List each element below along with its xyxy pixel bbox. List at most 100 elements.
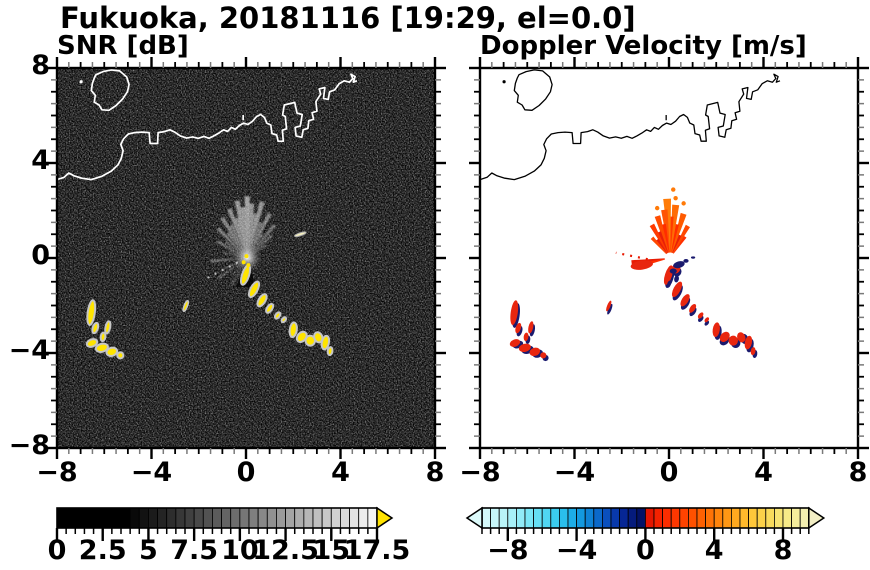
colorbar-cell <box>111 507 122 529</box>
echo-blob <box>630 260 653 270</box>
colorbar-cell <box>166 507 177 529</box>
colorbar-cell <box>662 507 672 529</box>
colorbar-cell <box>276 507 286 529</box>
colorbar-cell <box>184 507 195 529</box>
velocity-x-tick-label: −4 <box>553 457 596 488</box>
colorbar-cell <box>321 507 332 529</box>
y-tick-label: −4 <box>8 335 50 366</box>
echo-blob <box>182 299 190 313</box>
colorbar-cell <box>56 507 67 529</box>
snr-colorbar-label: 15 <box>312 535 351 566</box>
colorbar-cell <box>756 507 767 529</box>
echo-blob <box>288 321 298 339</box>
velocity-x-tick-label: 0 <box>659 457 679 488</box>
echo-blob <box>518 343 531 352</box>
echo-blob <box>86 299 97 326</box>
colorbar-cell <box>358 507 369 529</box>
center-echo-dot <box>244 254 249 259</box>
echo-blob <box>91 321 100 335</box>
colorbar-cell <box>533 507 543 529</box>
coastline-island <box>513 69 553 111</box>
colorbar-cell <box>285 507 296 529</box>
coastline-main <box>56 73 358 181</box>
echo-blob <box>673 261 685 269</box>
colorbar-cell <box>65 507 76 529</box>
velocity-fan <box>631 198 690 267</box>
colorbar-cell <box>670 507 681 529</box>
velocity-wedge <box>649 223 671 258</box>
velocity-panel <box>469 57 869 459</box>
echo-blob <box>690 256 696 259</box>
echo-blob <box>116 351 125 360</box>
y-tick-label: −8 <box>8 430 50 461</box>
colorbar-cell <box>138 507 149 529</box>
echo-blob <box>680 294 690 307</box>
echo-blob <box>326 346 334 357</box>
colorbar-cell <box>593 507 603 529</box>
colorbar-cell <box>84 507 94 529</box>
colorbar-arrow-left <box>465 506 483 530</box>
echo-blob <box>85 338 99 348</box>
velocity-colorbar-label: 4 <box>704 535 724 566</box>
snr-ray <box>244 196 250 258</box>
velocity-colorbar-label: 0 <box>635 535 655 566</box>
center-echo-dot <box>241 260 246 265</box>
velocity-wedge <box>650 236 671 258</box>
snr-colorbar-label: 0 <box>47 535 67 566</box>
colorbar-cell <box>303 507 314 529</box>
echo-blob <box>737 332 746 343</box>
axis-ticks <box>469 57 869 459</box>
echo-blob <box>515 322 522 334</box>
colorbar-cell <box>782 507 793 529</box>
colorbar-cell <box>602 507 612 529</box>
echo-blob <box>667 280 671 288</box>
colorbar-cell <box>567 507 578 529</box>
colorbar-cell <box>584 507 595 529</box>
colorbar-cell <box>148 507 158 529</box>
colorbar-cell <box>340 507 350 529</box>
echo-blob <box>719 331 730 342</box>
velocity-wedge <box>656 238 671 258</box>
echo-blob <box>606 300 612 312</box>
red-dotted-ray <box>615 251 648 261</box>
y-tick-label: 4 <box>31 145 50 176</box>
colorbar-cell <box>202 507 213 529</box>
colorbar-cell <box>524 507 535 529</box>
y-tick-label: 0 <box>31 240 50 271</box>
echo-blob <box>510 300 519 325</box>
echo-blob <box>313 331 324 344</box>
colorbar-cell <box>765 507 775 529</box>
velocity-colorbar-label: 8 <box>773 535 793 566</box>
colorbar-cell <box>312 507 323 529</box>
colorbar-cell <box>93 507 104 529</box>
colorbar-cell <box>731 507 741 529</box>
colorbar-cell <box>791 507 801 529</box>
colorbar-cell <box>679 507 689 529</box>
snr-panel <box>46 57 446 459</box>
snr-x-tick-label: 8 <box>425 457 445 488</box>
colorbar-cell <box>645 507 655 529</box>
echo-blob <box>712 322 720 338</box>
echo-blob <box>94 342 109 353</box>
colorbar-cell <box>739 507 750 529</box>
figure-graphics <box>46 57 869 541</box>
colorbar-arrow-right <box>376 506 394 530</box>
echo-blob <box>607 303 613 315</box>
radar-core-glow <box>233 244 262 272</box>
coastline-islet-dot <box>79 80 83 84</box>
orange-dot <box>671 187 676 192</box>
velocity-x-tick-label: 8 <box>848 457 868 488</box>
echo-blob <box>293 231 307 238</box>
snr-x-tick-label: 4 <box>331 457 350 488</box>
colorbar-arrow-right <box>808 506 826 530</box>
velocity-colorbar-label: −8 <box>487 535 529 566</box>
echo-blob <box>273 311 282 320</box>
colorbar-cell <box>550 507 560 529</box>
colorbar-cell <box>653 507 664 529</box>
colorbar-cell <box>248 507 259 529</box>
echo-blob <box>256 293 268 308</box>
echo-blob <box>540 352 547 359</box>
colorbar-cell <box>212 507 222 529</box>
snr-colorbar-label: 5 <box>139 535 158 566</box>
